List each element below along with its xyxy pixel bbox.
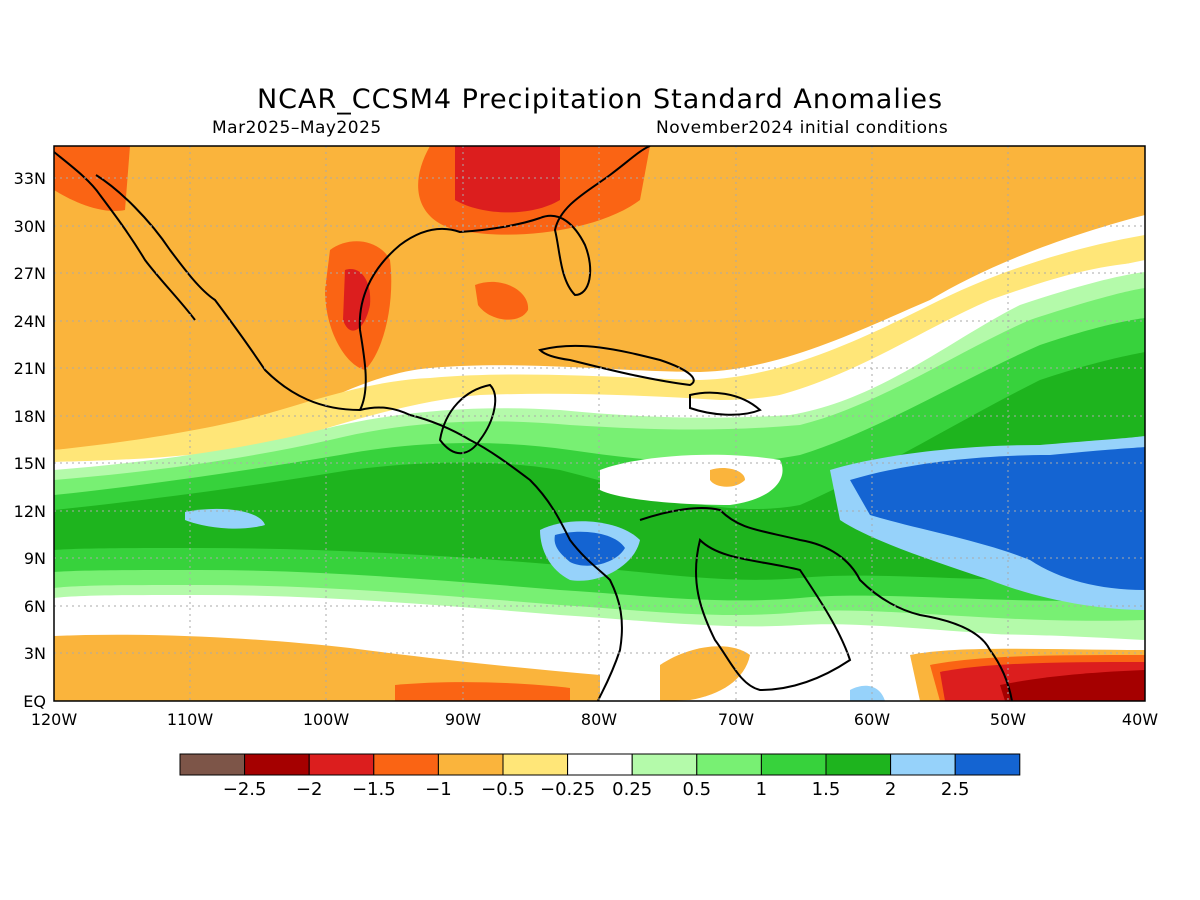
lon-label: 100W [303,710,350,729]
lat-label: 9N [24,549,46,568]
lat-label: 18N [14,407,46,426]
colorbar-label: −0.5 [481,779,525,800]
colorbar-swatch [179,753,246,776]
lon-label: 80W [581,710,617,729]
coastline-outlines [54,146,1013,701]
map-frame [53,145,1146,702]
colorbar-label: 1 [756,779,767,800]
colorbar-label: −1.5 [352,779,396,800]
colorbar-swatch [502,753,569,776]
lon-label: 120W [31,710,78,729]
lat-label: 12N [14,502,46,521]
colorbar: −2.5 −2 −1.5 −1 −0.5 −0.25 0.25 0.5 1 1.5 2 2.5 [179,753,1021,800]
lat-label: 30N [14,217,46,236]
lat-label: 21N [14,359,46,378]
colorbar-label: 2 [885,779,896,800]
colorbar-swatch [696,753,762,776]
lon-label: 60W [854,710,890,729]
lon-label: 70W [718,710,754,729]
lat-label: 33N [14,169,46,188]
lat-label: 15N [14,454,46,473]
lat-label: 3N [24,644,46,663]
map-gridlines [54,146,1145,701]
colorbar-swatch [825,753,892,776]
colorbar-label: −0.25 [540,779,595,800]
colorbar-label: −2 [296,779,323,800]
lat-label: 27N [14,264,46,283]
lon-label: 90W [445,710,481,729]
colorbar-swatch [437,753,504,776]
colorbar-swatch [308,753,375,776]
colorbar-swatch [954,753,1021,776]
latitude-axis: EQ 3N 6N 9N 12N 15N 18N 21N 24N 27N 30N … [14,169,46,711]
initial-conditions: November2024 initial conditions [656,118,949,138]
colorbar-swatch [631,753,698,776]
lat-label: EQ [23,692,46,711]
colorbar-swatch [373,753,439,776]
colorbar-label: 0.25 [612,779,652,800]
lon-label: 110W [167,710,214,729]
colorbar-label: −2.5 [223,779,267,800]
colorbar-label: 1.5 [812,779,841,800]
colorbar-label: −1 [425,779,452,800]
map-title: NCAR_CCSM4 Precipitation Standard Anomal… [256,84,944,115]
lat-label: 6N [24,597,46,616]
longitude-axis: 120W 110W 100W 90W 80W 70W 60W 50W 40W [31,710,1158,729]
colorbar-label: 2.5 [941,779,970,800]
lon-label: 50W [990,710,1026,729]
forecast-period: Mar2025–May2025 [212,118,382,138]
colorbar-swatch [890,753,956,776]
lat-label: 24N [14,312,46,331]
colorbar-swatch [760,753,827,776]
colorbar-label: 0.5 [682,779,711,800]
lon-label: 40W [1122,710,1158,729]
colorbar-swatch [567,753,633,776]
colorbar-swatch [244,753,310,776]
